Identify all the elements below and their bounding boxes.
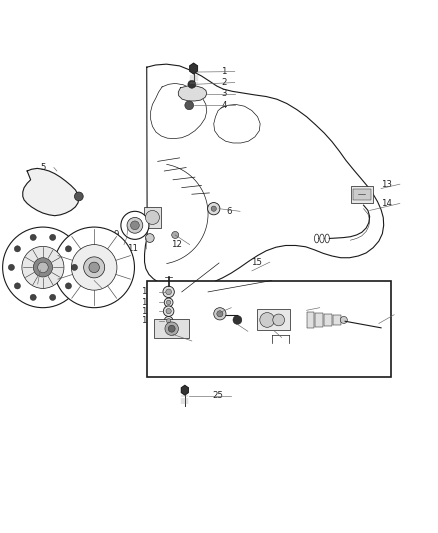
Text: 3: 3: [221, 90, 227, 99]
Polygon shape: [23, 168, 79, 216]
Circle shape: [145, 211, 159, 224]
Circle shape: [185, 101, 194, 110]
Text: 17: 17: [141, 316, 152, 325]
Circle shape: [71, 245, 117, 290]
Circle shape: [71, 264, 78, 270]
Text: 15: 15: [251, 257, 262, 266]
Bar: [154, 319, 189, 338]
Text: 5: 5: [40, 163, 46, 172]
Circle shape: [208, 203, 220, 215]
Text: 8: 8: [88, 284, 94, 293]
Circle shape: [30, 235, 36, 240]
Circle shape: [49, 294, 56, 301]
Text: 2: 2: [221, 78, 227, 87]
Polygon shape: [190, 63, 198, 74]
Text: 19: 19: [212, 303, 223, 312]
Text: 21: 21: [229, 327, 240, 336]
Circle shape: [214, 308, 226, 320]
Circle shape: [131, 221, 139, 230]
Text: 1: 1: [221, 67, 227, 76]
Circle shape: [14, 246, 21, 252]
Circle shape: [49, 235, 56, 240]
Bar: [324, 314, 332, 326]
Circle shape: [84, 257, 105, 278]
Bar: [353, 189, 371, 200]
Text: 22: 22: [263, 333, 274, 342]
Circle shape: [164, 298, 173, 307]
Text: 12: 12: [171, 240, 182, 249]
Circle shape: [38, 262, 48, 273]
Circle shape: [121, 211, 149, 239]
Circle shape: [163, 286, 174, 297]
Circle shape: [166, 300, 171, 304]
Circle shape: [217, 311, 223, 317]
Bar: [144, 207, 161, 228]
Text: 13: 13: [381, 180, 392, 189]
Circle shape: [65, 246, 71, 252]
Text: 9: 9: [114, 230, 119, 239]
Circle shape: [166, 319, 171, 323]
Text: 10: 10: [105, 240, 116, 249]
Circle shape: [65, 283, 71, 289]
Bar: [351, 186, 373, 203]
Polygon shape: [145, 64, 384, 287]
Circle shape: [273, 314, 285, 326]
Circle shape: [340, 317, 347, 324]
Circle shape: [14, 283, 21, 289]
Bar: [147, 280, 391, 377]
Text: 11: 11: [127, 245, 138, 254]
Circle shape: [260, 312, 275, 327]
Bar: [333, 316, 341, 325]
Text: 25: 25: [212, 391, 223, 400]
Circle shape: [3, 227, 83, 308]
Circle shape: [166, 309, 171, 314]
Polygon shape: [181, 385, 188, 395]
Text: 14: 14: [381, 199, 392, 208]
Bar: [307, 312, 314, 328]
Bar: [257, 310, 290, 330]
Text: 7: 7: [24, 279, 30, 288]
Circle shape: [30, 294, 36, 301]
Text: 20: 20: [173, 336, 184, 345]
Text: 23: 23: [301, 303, 312, 312]
Circle shape: [172, 231, 179, 238]
Polygon shape: [178, 86, 207, 101]
Circle shape: [74, 192, 83, 201]
Circle shape: [33, 258, 53, 277]
Circle shape: [54, 227, 134, 308]
Text: 24: 24: [375, 310, 386, 319]
Circle shape: [165, 322, 178, 335]
Circle shape: [8, 264, 14, 270]
Circle shape: [164, 317, 173, 325]
Circle shape: [145, 233, 154, 243]
Circle shape: [211, 206, 216, 211]
Circle shape: [168, 325, 175, 332]
Circle shape: [188, 80, 196, 88]
Text: 4: 4: [221, 101, 227, 110]
Circle shape: [163, 306, 174, 317]
Text: 6: 6: [226, 207, 232, 216]
Text: 17: 17: [141, 298, 152, 307]
Circle shape: [233, 316, 242, 324]
Circle shape: [89, 262, 99, 273]
Circle shape: [127, 217, 143, 233]
Text: 16: 16: [141, 287, 152, 296]
Circle shape: [166, 289, 172, 295]
Circle shape: [22, 246, 64, 288]
Text: 18: 18: [141, 306, 152, 316]
Bar: [315, 313, 323, 327]
